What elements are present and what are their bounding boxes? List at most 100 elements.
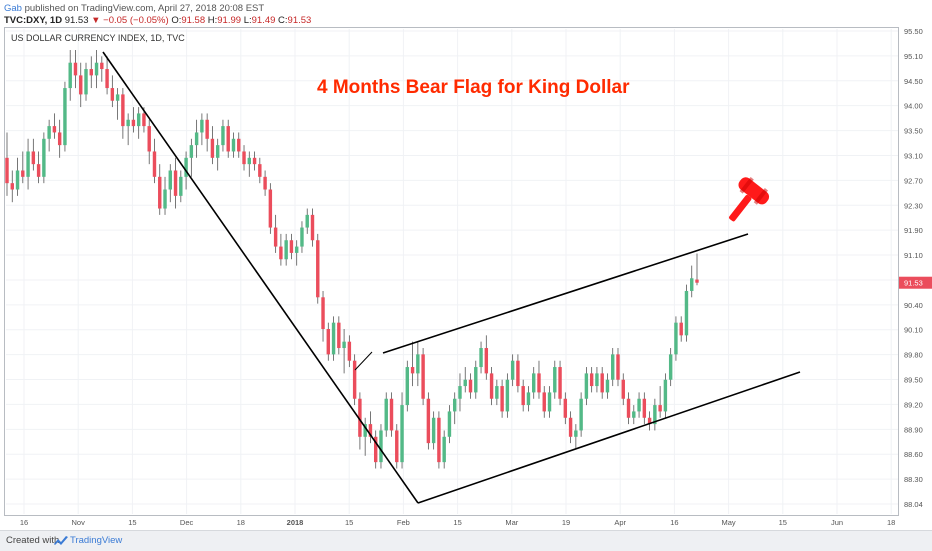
candle-body — [352, 360, 357, 399]
candle-body — [584, 373, 589, 399]
candle-body — [447, 411, 452, 437]
x-tick-label: Dec — [180, 518, 194, 527]
publisher-line: Gab published on TradingView.com, April … — [4, 3, 264, 14]
y-tick-label: 95.50 — [904, 27, 923, 36]
published-text: published on TradingView.com, April 27, … — [24, 3, 265, 14]
tradingview-logo-icon[interactable] — [54, 536, 68, 548]
candle-body — [600, 373, 604, 393]
y-tick-label: 93.50 — [904, 127, 923, 136]
candle-body — [237, 138, 241, 152]
candle-body — [73, 62, 78, 76]
candle-body — [268, 189, 273, 228]
candle-body — [194, 132, 199, 146]
high-value: 91.99 — [217, 15, 242, 26]
candle-body — [63, 88, 67, 146]
candle-body — [168, 170, 172, 190]
candle-body — [337, 322, 341, 349]
y-tick-label: 95.10 — [904, 52, 923, 61]
candle-body — [252, 157, 257, 165]
candle-body — [289, 240, 294, 253]
x-tick-label: May — [722, 518, 736, 527]
candle-body — [616, 354, 620, 380]
candle-body — [468, 379, 473, 393]
candle-body — [537, 373, 541, 393]
candle-body — [452, 398, 457, 412]
y-tick-label: 93.10 — [904, 151, 923, 160]
candle-body — [79, 75, 83, 95]
x-tick-label: 15 — [345, 518, 353, 527]
candlestick-chart[interactable]: 95.50 95.10 94.50 94.00 93.50 93.10 92.70 92.30… — [0, 0, 932, 530]
candle-body — [579, 398, 583, 431]
candle-body — [479, 348, 483, 368]
candle-body — [679, 322, 683, 336]
candle-body — [310, 214, 315, 241]
candle-body — [500, 386, 504, 412]
candle-body — [316, 240, 320, 298]
candle-body — [258, 164, 262, 177]
candle-body — [305, 214, 309, 228]
candle-body — [342, 341, 346, 349]
x-tick-label: Apr — [614, 518, 626, 527]
candle-body — [21, 170, 25, 177]
x-tick-label: 16 — [20, 518, 28, 527]
candle-body — [542, 392, 546, 412]
open-value: 91.58 — [181, 15, 206, 26]
candle-body — [110, 88, 115, 101]
last-price: 91.53 — [64, 15, 89, 26]
chart-frame[interactable] — [4, 27, 899, 516]
candle-body — [210, 138, 215, 158]
chart-title: 4 Months Bear Flag for King Dollar — [317, 77, 630, 98]
x-tick-label: 15 — [453, 518, 461, 527]
candle-body — [173, 170, 178, 196]
x-tick-label: Mar — [505, 518, 518, 527]
author-name[interactable]: Gab — [4, 3, 22, 14]
candle-body — [663, 379, 668, 412]
candle-body — [10, 183, 14, 190]
close-label: C: — [278, 15, 288, 26]
y-tick-label: 89.50 — [904, 376, 923, 385]
y-tick-label: 88.90 — [904, 425, 923, 434]
candle-body — [331, 322, 336, 355]
candle-body — [89, 69, 93, 76]
open-label: O: — [171, 15, 182, 26]
candle-body — [379, 430, 383, 463]
candle-body — [126, 119, 130, 127]
last-price-label: 91.53 — [904, 279, 923, 288]
candle-body — [510, 360, 515, 380]
candle-body — [595, 373, 599, 387]
candle-body — [684, 290, 689, 336]
candle-body — [626, 398, 631, 418]
created-with-label: Created with — [6, 535, 60, 546]
x-tick-label: 2018 — [287, 518, 304, 527]
candle-body — [284, 240, 288, 260]
x-tick-label: 18 — [237, 518, 245, 527]
flag-support-line — [417, 371, 801, 504]
candle-body — [115, 94, 120, 101]
candle-body — [363, 424, 367, 437]
ohlc-line: TVC:DXY, 1D 91.53 ▼ −0.05 (−0.05%) O:91.… — [4, 15, 311, 26]
y-tick-label: 88.04 — [904, 500, 923, 509]
candle-body — [163, 189, 167, 209]
x-tick-label: 18 — [887, 518, 895, 527]
candle-body — [521, 386, 525, 406]
candle-body — [368, 424, 373, 437]
price-change: ▼ −0.05 (−0.05%) — [91, 15, 169, 26]
tradingview-brand[interactable]: TradingView — [70, 535, 123, 546]
candle-body — [52, 126, 57, 133]
low-value: 91.49 — [251, 15, 276, 26]
candle-body — [158, 176, 162, 209]
candle-body — [484, 348, 489, 374]
candle-body — [121, 94, 125, 127]
y-tick-label: 90.10 — [904, 326, 923, 335]
candle-body — [526, 392, 531, 406]
candle-body — [668, 354, 673, 380]
candle-body — [131, 119, 136, 127]
y-tick-label: 92.30 — [904, 201, 923, 210]
candle-body — [326, 329, 331, 355]
low-label: L: — [243, 15, 252, 26]
candle-body — [15, 170, 20, 190]
y-tick-label: 94.50 — [904, 77, 923, 86]
candle-body — [347, 341, 352, 361]
y-tick-label: 88.30 — [904, 475, 923, 484]
candle-body — [463, 379, 467, 387]
